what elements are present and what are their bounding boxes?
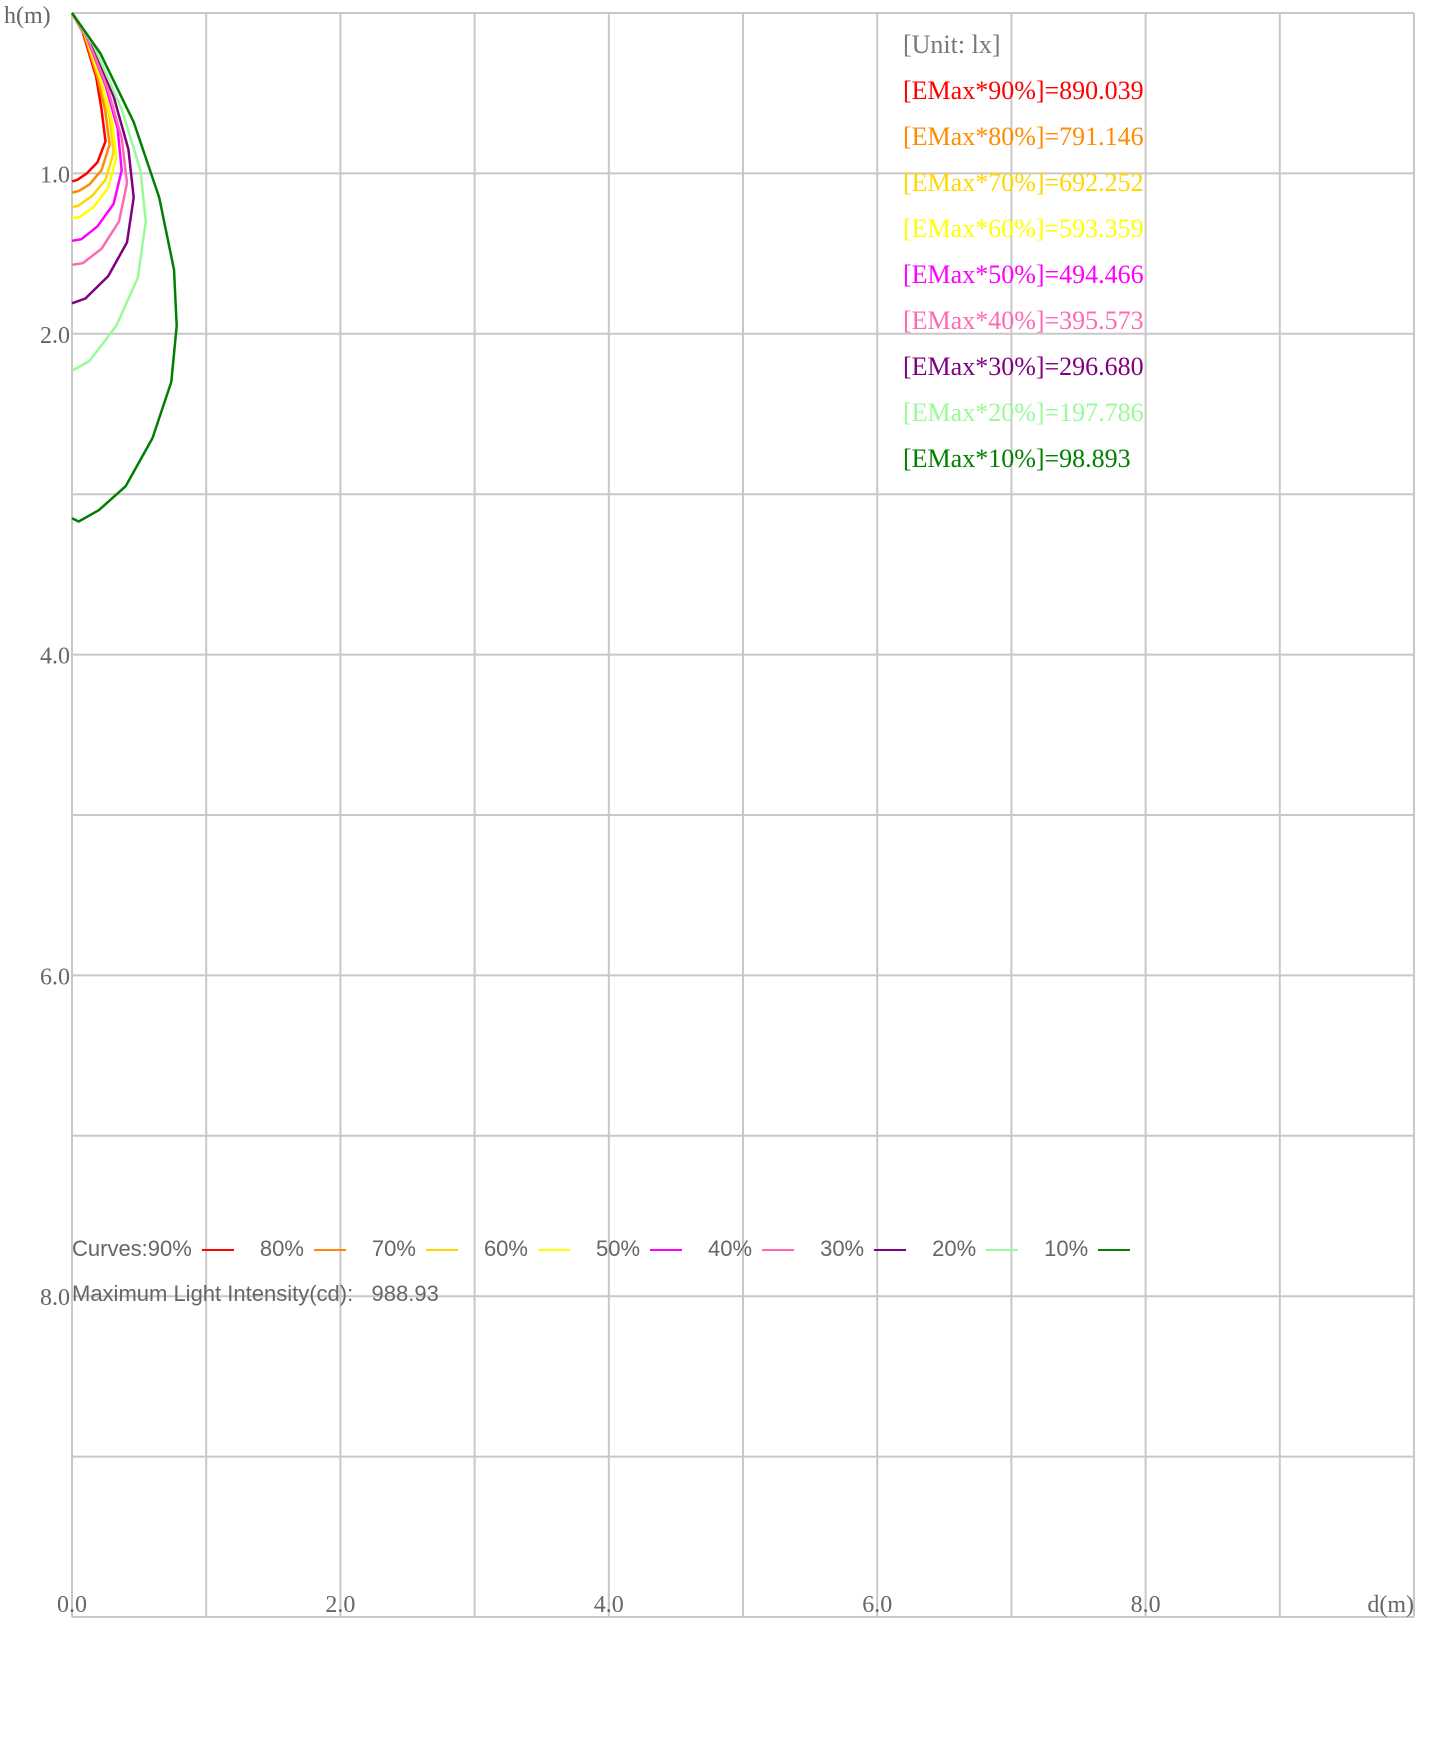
legend-entry: [EMax*90%]=890.039 (903, 76, 1144, 105)
legend-entry: [EMax*80%]=791.146 (903, 122, 1144, 151)
y-tick-label: 1.0 (40, 162, 70, 188)
isolux-curve (70, 12, 148, 372)
curve-swatch (201, 1249, 234, 1252)
legend: [Unit: lx] [EMax*90%]=890.039 [EMax*80%]=7… (903, 30, 1144, 473)
legend-entry: [EMax*50%]=494.466 (903, 260, 1144, 289)
y-axis-label: h(m) (4, 3, 51, 29)
curve-legend-item: 80% (260, 1236, 346, 1262)
curve-swatch (537, 1249, 570, 1252)
y-tick-label: 6.0 (40, 964, 70, 990)
max-intensity-value: 988.93 (371, 1281, 439, 1306)
y-tick-label: 2.0 (40, 323, 70, 349)
legend-entry: [EMax*70%]=692.252 (903, 168, 1144, 197)
curve-legend-label: 20% (932, 1236, 977, 1261)
isolux-curve (70, 12, 118, 220)
curve-swatch (986, 1249, 1019, 1252)
curve-legend-item: 70% (372, 1236, 458, 1262)
curves-prefix: Curves: (72, 1236, 148, 1261)
max-intensity-label: Maximum Light Intensity(cd): (72, 1281, 354, 1306)
curve-legend-item: 40% (708, 1236, 795, 1262)
curves (70, 12, 178, 523)
curve-swatch (1098, 1249, 1131, 1252)
curves-legend: Curves:90% 80% 70% 60% 50% 40% 30% 20% 10% (72, 1236, 1156, 1262)
curve-legend-item: 30% (820, 1236, 907, 1262)
curve-legend-label: 70% (371, 1236, 416, 1261)
legend-entry: [EMax*20%]=197.786 (903, 398, 1144, 427)
legend-entry: [EMax*10%]=98.893 (903, 444, 1131, 473)
curve-legend-label: 60% (483, 1236, 528, 1261)
x-tick-label: 0.0 (57, 1592, 87, 1618)
isolux-curve (70, 12, 178, 523)
x-tick-label: 8.0 (1131, 1592, 1161, 1618)
curve-legend-label: 10% (1044, 1236, 1089, 1261)
y-tick-label: 4.0 (40, 644, 70, 670)
isolux-curve (70, 12, 129, 267)
unit-label: [Unit: lx] (903, 30, 1001, 59)
legend-entry: [EMax*30%]=296.680 (903, 352, 1144, 381)
curve-legend-label: 30% (820, 1236, 865, 1261)
grid (71, 12, 1415, 1618)
legend-entry: [EMax*40%]=395.573 (903, 306, 1144, 335)
y-tick-label: 8.0 (40, 1285, 70, 1311)
curve-legend-label: 80% (259, 1236, 304, 1261)
curve-legend-item: 50% (595, 1236, 683, 1262)
x-axis-label: d(m) (1367, 1592, 1414, 1618)
curve-legend-item: 60% (484, 1236, 570, 1262)
max-intensity: Maximum Light Intensity(cd): 988.93 (72, 1281, 439, 1307)
curve-legend-item: 10% (1044, 1236, 1131, 1262)
legend-entry: [EMax*60%]=593.359 (903, 214, 1144, 243)
curve-legend-label: 90% (147, 1236, 192, 1261)
curve-swatch (874, 1249, 907, 1252)
curve-legend-item: 90% (148, 1236, 234, 1262)
curve-legend-label: 40% (708, 1236, 753, 1261)
x-tick-label: 2.0 (325, 1592, 355, 1618)
curve-swatch (650, 1249, 683, 1252)
curve-swatch (762, 1249, 795, 1252)
curve-swatch (313, 1249, 346, 1252)
curve-legend-item: 20% (932, 1236, 1019, 1262)
curve-swatch (425, 1249, 458, 1252)
x-tick-label: 4.0 (594, 1592, 624, 1618)
curve-legend-label: 50% (595, 1236, 641, 1261)
x-tick-label: 6.0 (862, 1592, 892, 1618)
tick-labels: 0.0 2.0 4.0 6.0 8.0 1.0 2.0 4.0 6.0 8.0 (40, 162, 1161, 1618)
curve-items: 90% 80% 70% 60% 50% 40% 30% 20% 10% (148, 1236, 1156, 1261)
